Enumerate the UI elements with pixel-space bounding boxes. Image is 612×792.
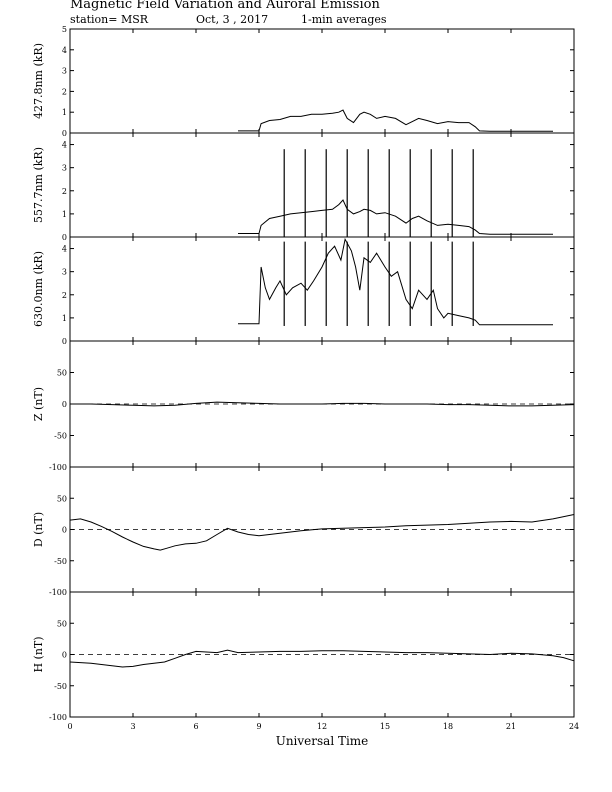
y-tick-label-5: -100 [49, 713, 67, 722]
data-line-1 [238, 199, 553, 235]
y-axis-label-3: Z (nT) [32, 387, 45, 421]
averaging-label: 1-min averages [301, 13, 387, 26]
date-label: Oct, 3 , 2017 [196, 13, 269, 26]
y-tick-label-3: -100 [49, 463, 67, 472]
y-tick-label-0: 5 [62, 25, 67, 34]
x-tick-label: 0 [67, 722, 72, 731]
y-tick-label-1: 2 [62, 187, 67, 196]
y-tick-label-5: 0 [62, 651, 67, 660]
x-tick-label: 9 [256, 722, 261, 731]
x-tick-label: 18 [443, 722, 453, 731]
y-tick-label-1: 0 [62, 233, 67, 242]
y-tick-label-1: 4 [62, 141, 67, 150]
data-line-5 [69, 649, 575, 668]
figure-title: Magnetic Field Variation and Auroral Emi… [70, 0, 380, 12]
x-axis-label: Universal Time [276, 734, 369, 748]
y-tick-label-1: 1 [62, 210, 67, 219]
y-axis-label-4: D (nT) [32, 512, 45, 547]
y-tick-label-5: 50 [57, 619, 67, 628]
y-tick-label-3: -50 [54, 432, 67, 441]
y-tick-label-2: 4 [62, 245, 67, 254]
panel-frame-1 [69, 132, 575, 238]
x-tick-label: 21 [506, 722, 516, 731]
y-tick-label-2: 3 [62, 268, 67, 277]
panel-frame-2 [69, 236, 575, 342]
y-axis-label-5: H (nT) [32, 636, 45, 672]
y-tick-label-3: 0 [62, 400, 67, 409]
x-tick-label: 24 [569, 722, 579, 731]
y-tick-label-2: 1 [62, 314, 67, 323]
data-line-0 [238, 109, 553, 132]
data-line-3 [70, 401, 575, 407]
y-tick-label-4: -100 [49, 588, 67, 597]
x-tick-label: 6 [193, 722, 198, 731]
y-tick-label-5: -50 [54, 682, 67, 691]
y-tick-label-4: -50 [54, 557, 67, 566]
panel-frame-0 [69, 28, 575, 134]
y-tick-label-2: 0 [62, 337, 67, 346]
y-tick-label-1: 3 [62, 164, 67, 173]
data-line-2 [238, 237, 553, 326]
y-tick-label-4: 50 [57, 494, 67, 503]
y-axis-label-0: 427.8nm (kR) [32, 43, 45, 119]
y-tick-label-2: 2 [62, 291, 67, 300]
y-axis-label-2: 630.0nm (kR) [32, 251, 45, 327]
y-tick-label-0: 2 [62, 87, 67, 96]
x-tick-label: 3 [130, 722, 135, 731]
data-line-4 [69, 514, 575, 551]
y-tick-label-0: 3 [62, 67, 67, 76]
y-tick-label-4: 0 [62, 526, 67, 535]
y-tick-label-3: 50 [57, 369, 67, 378]
y-axis-label-1: 557.7nm (kR) [32, 147, 45, 223]
x-tick-label: 15 [380, 722, 390, 731]
y-tick-label-0: 1 [62, 108, 67, 117]
y-tick-label-0: 4 [62, 46, 67, 55]
x-tick-label: 12 [317, 722, 327, 731]
station-label: station= MSR [70, 13, 149, 26]
y-tick-label-0: 0 [62, 129, 67, 138]
